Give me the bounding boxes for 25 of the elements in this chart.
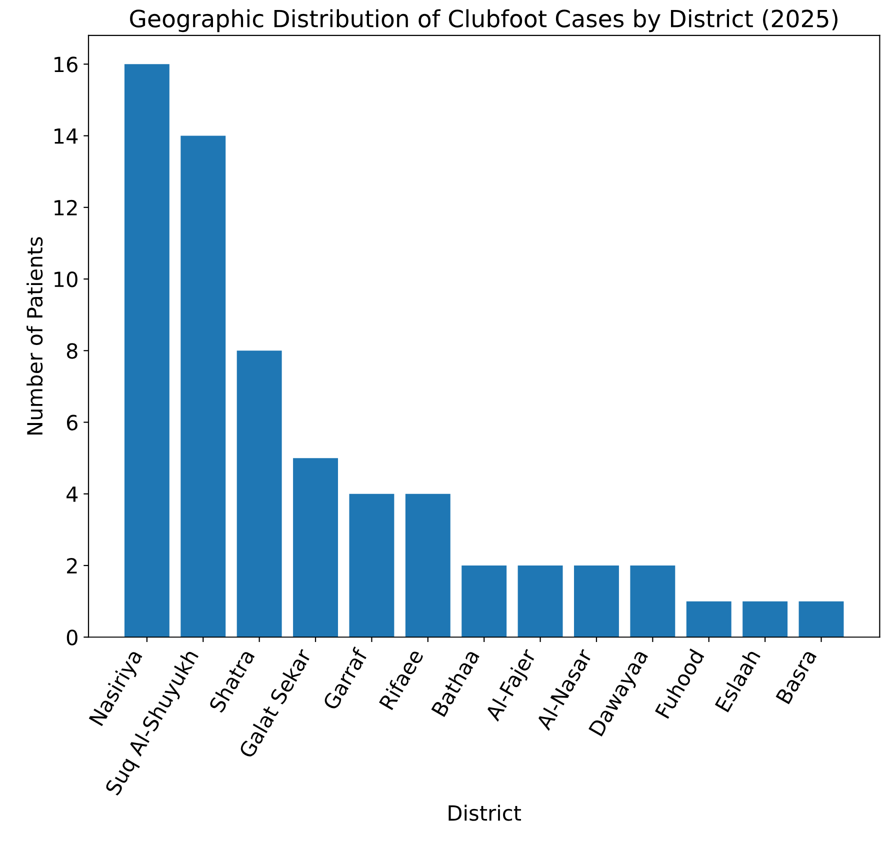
bar <box>630 566 676 638</box>
y-tick-label: 14 <box>54 128 78 144</box>
y-tick-label: 0 <box>66 630 78 646</box>
bar <box>462 566 507 638</box>
bar <box>742 601 788 638</box>
y-tick-label: 2 <box>67 558 77 574</box>
chart-title: Geographic Distribution of Clubfoot Cases by District (2025) <box>130 9 838 32</box>
y-tick-label: 10 <box>54 271 78 288</box>
bar <box>798 601 844 638</box>
bar <box>349 494 394 638</box>
y-tick-label: 6 <box>66 414 78 430</box>
bar <box>180 136 226 638</box>
y-tick-label: 8 <box>66 343 78 359</box>
bar <box>293 458 338 638</box>
bar <box>124 64 170 638</box>
y-tick-label: 12 <box>54 200 77 216</box>
y-axis-title: Number of Patients <box>26 237 43 434</box>
x-axis-title: District <box>448 804 522 821</box>
bar <box>405 494 450 638</box>
bar <box>686 601 732 638</box>
bar <box>518 566 563 638</box>
bar <box>236 350 282 638</box>
bar <box>574 566 619 638</box>
y-tick-label: 4 <box>66 486 78 502</box>
y-tick-label: 16 <box>54 56 78 72</box>
